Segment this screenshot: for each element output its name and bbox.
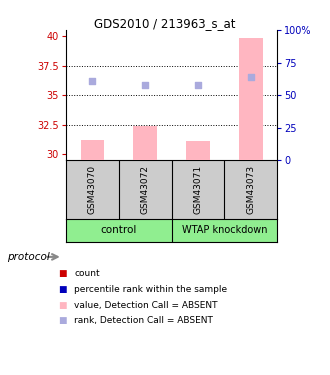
Text: WTAP knockdown: WTAP knockdown — [182, 225, 267, 236]
Text: count: count — [74, 269, 100, 278]
Text: GSM43073: GSM43073 — [246, 165, 255, 214]
Text: percentile rank within the sample: percentile rank within the sample — [74, 285, 227, 294]
Point — [143, 81, 148, 87]
Text: GSM43072: GSM43072 — [141, 165, 150, 214]
Text: rank, Detection Call = ABSENT: rank, Detection Call = ABSENT — [74, 316, 213, 326]
Point — [248, 74, 253, 80]
Text: ■: ■ — [58, 301, 67, 310]
Bar — [239, 38, 263, 160]
Text: GDS2010 / 213963_s_at: GDS2010 / 213963_s_at — [94, 17, 236, 30]
Point — [90, 78, 95, 84]
Text: protocol: protocol — [7, 252, 50, 262]
Point — [195, 81, 201, 87]
Text: ■: ■ — [58, 316, 67, 326]
Bar — [186, 141, 210, 160]
Bar — [81, 140, 104, 160]
Text: ■: ■ — [58, 285, 67, 294]
Text: GSM43071: GSM43071 — [193, 165, 203, 214]
Text: GSM43070: GSM43070 — [88, 165, 97, 214]
Bar — [133, 126, 157, 160]
Text: ■: ■ — [58, 269, 67, 278]
Text: value, Detection Call = ABSENT: value, Detection Call = ABSENT — [74, 301, 218, 310]
Text: control: control — [101, 225, 137, 236]
